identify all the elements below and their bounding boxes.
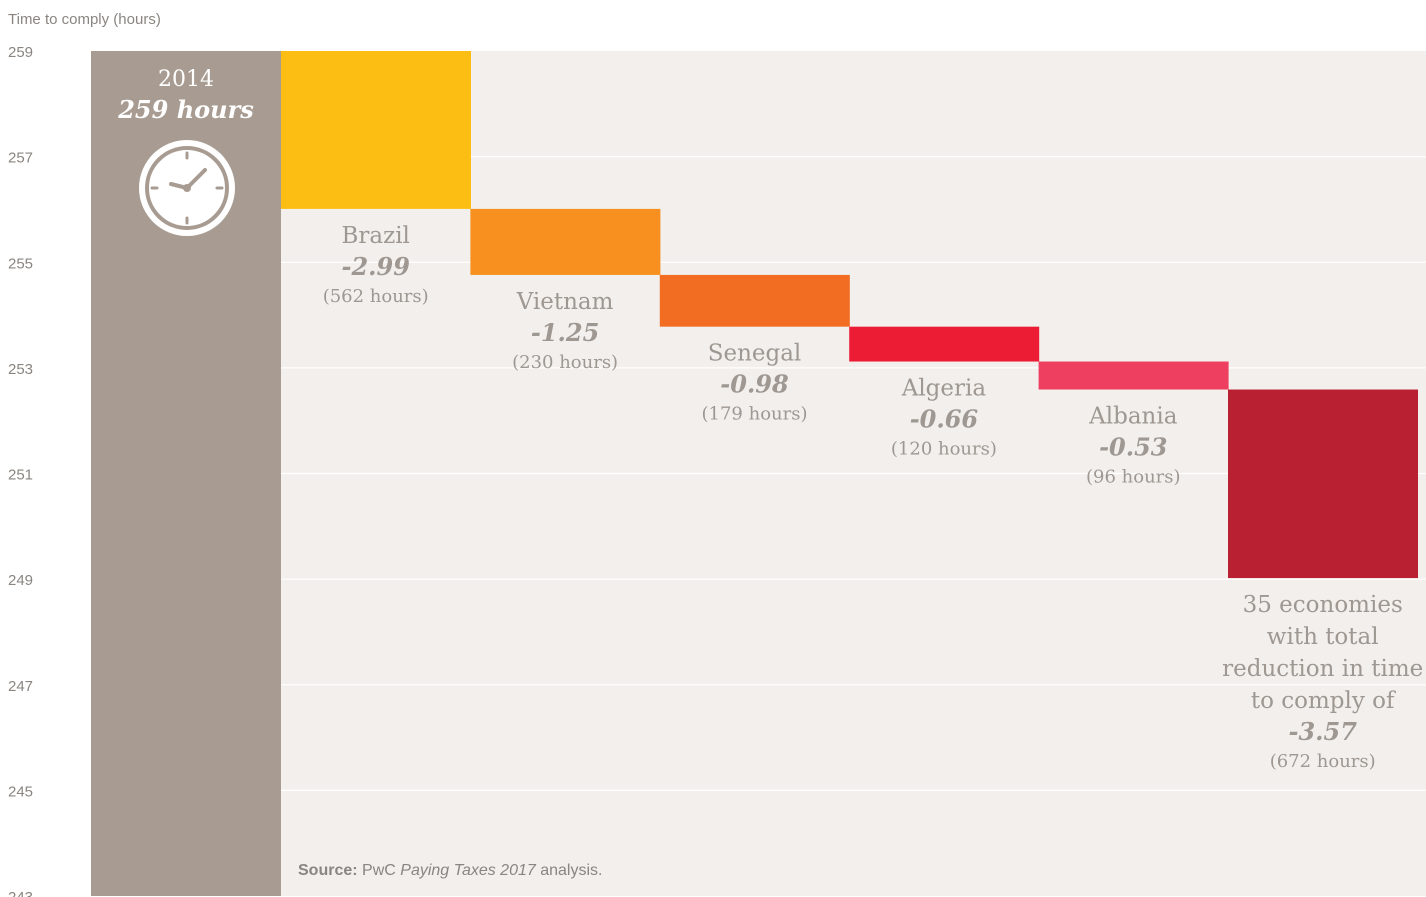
y-tick-label: 251 bbox=[8, 467, 33, 484]
step-name-label: 35 economies bbox=[1243, 592, 1403, 618]
clock-icon-face bbox=[145, 146, 229, 230]
step-name-label: Brazil bbox=[341, 223, 409, 249]
step-name-label: Vietnam bbox=[516, 289, 614, 315]
clock-icon-center bbox=[183, 184, 191, 192]
start-year-label: 2014 bbox=[158, 67, 214, 92]
step-change-label: -0.98 bbox=[720, 370, 789, 399]
step-bar bbox=[281, 51, 471, 209]
step-name-label: Albania bbox=[1088, 404, 1178, 430]
step-bar bbox=[849, 326, 1040, 362]
clock-icon-hand bbox=[185, 168, 207, 190]
source-note: Source: PwC Paying Taxes 2017 analysis. bbox=[298, 862, 602, 880]
step-name-label: with total bbox=[1267, 624, 1379, 650]
step-change-label: -0.66 bbox=[910, 405, 979, 434]
y-tick-label: 257 bbox=[8, 150, 33, 167]
step-hours-label: (179 hours) bbox=[702, 404, 808, 425]
step-name-label: Algeria bbox=[901, 376, 987, 402]
y-tick-label: 245 bbox=[8, 783, 33, 800]
step-bar bbox=[470, 208, 661, 275]
step-change-label: -3.57 bbox=[1288, 717, 1357, 746]
step-change-label: -2.99 bbox=[341, 252, 410, 281]
y-axis-label: Time to comply (hours) bbox=[8, 11, 161, 28]
y-tick-label: 247 bbox=[8, 678, 33, 695]
source-publication: PwC bbox=[362, 862, 396, 879]
y-tick-label: 249 bbox=[8, 572, 33, 589]
source-prefix: Source: bbox=[298, 862, 358, 879]
source-title: Paying Taxes 2017 bbox=[400, 862, 536, 879]
step-change-label: -0.53 bbox=[1099, 433, 1167, 462]
start-value-label: 259 hours bbox=[117, 95, 254, 124]
y-tick-label: 243 bbox=[8, 889, 33, 897]
step-name-label: to comply of bbox=[1251, 688, 1396, 714]
step-bar bbox=[1228, 389, 1418, 579]
step-hours-label: (230 hours) bbox=[512, 352, 618, 373]
step-hours-label: (96 hours) bbox=[1086, 467, 1181, 488]
step-name-label: Senegal bbox=[708, 341, 802, 367]
source-suffix: analysis. bbox=[540, 862, 603, 879]
step-bar bbox=[1038, 361, 1229, 390]
step-change-label: -1.25 bbox=[531, 318, 599, 347]
y-tick-label: 253 bbox=[8, 361, 33, 378]
step-hours-label: (120 hours) bbox=[891, 439, 997, 460]
step-bar bbox=[659, 274, 850, 327]
step-name-label: reduction in time bbox=[1222, 656, 1423, 682]
y-tick-label: 259 bbox=[8, 44, 33, 61]
step-hours-label: (562 hours) bbox=[323, 286, 429, 307]
step-hours-label: (672 hours) bbox=[1270, 751, 1376, 772]
y-tick-label: 255 bbox=[8, 255, 33, 272]
